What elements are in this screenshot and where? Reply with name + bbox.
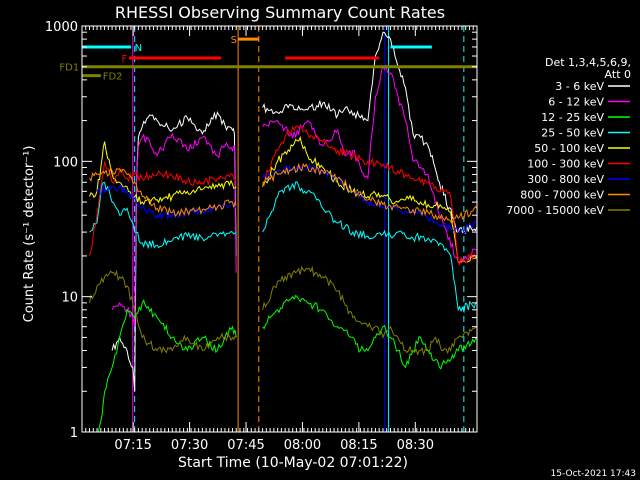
- plot-frame: [81, 25, 478, 433]
- y-tick-label: 1: [70, 426, 78, 441]
- series-line-5-1: [262, 125, 477, 266]
- series-line-8-1: [262, 265, 477, 357]
- legend-entry-label: 12 - 25 keV: [541, 111, 604, 124]
- legend-entry-label: 800 - 7000 keV: [520, 189, 604, 202]
- legend-header-0: Det 1,3,4,5,6,9,: [545, 56, 631, 69]
- state-bar-label-2: S: [231, 35, 237, 46]
- legend: Det 1,3,4,5,6,9,Att 03 - 6 keV 6 - 12 keV…: [506, 56, 631, 217]
- series-line-4-1: [262, 135, 477, 263]
- state-bar-label-4: FD2: [103, 72, 123, 83]
- legend-entry-label: 300 - 800 keV: [527, 173, 604, 186]
- series-line-7-1: [262, 162, 477, 226]
- series-line-7-0: [89, 165, 237, 217]
- x-tick-label: 07:15: [114, 438, 151, 453]
- legend-entry-label: 25 - 50 keV: [541, 127, 604, 140]
- legend-entry-label: 100 - 300 keV: [527, 158, 604, 171]
- series-line-6-1: [262, 163, 477, 234]
- legend-header-1: Att 0: [605, 68, 631, 81]
- series-line-2-0: [96, 299, 237, 432]
- x-tick-label: 07:30: [171, 438, 208, 453]
- series-line-2-1: [262, 294, 477, 370]
- plot-area: NF S FD1 FD2: [59, 25, 478, 433]
- legend-entry-label: 3 - 6 keV: [555, 80, 604, 93]
- x-tick-label: 07:45: [227, 438, 264, 453]
- legend-entry-label: 7000 - 15000 keV: [506, 204, 604, 217]
- x-tick-label: 08:30: [397, 438, 434, 453]
- series-line-5-0: [89, 161, 237, 257]
- series-line-3-0: [89, 181, 237, 250]
- plot-inner: [89, 26, 477, 432]
- y-tick-label: 100: [53, 155, 78, 170]
- y-axis: 1 10 100 1000: [45, 20, 477, 441]
- series-line-3-1: [262, 181, 477, 314]
- series-line-6-0: [96, 184, 237, 221]
- footer-timestamp: 15-Oct-2021 17:43: [551, 469, 636, 479]
- state-bar-label-1: F: [122, 54, 128, 65]
- series-line-4-0: [89, 141, 237, 206]
- series-line-8-0: [89, 269, 237, 354]
- x-tick-label: 08:15: [340, 438, 377, 453]
- legend-entry-label: 6 - 12 keV: [548, 96, 604, 109]
- chart-title: RHESSI Observing Summary Count Rates: [115, 3, 445, 22]
- y-tick-label: 10: [61, 291, 78, 306]
- state-bar-label-0: N: [135, 43, 142, 54]
- series-line-0-1: [262, 31, 477, 235]
- legend-entry-label: 50 - 100 keV: [534, 142, 604, 155]
- y-tick-label: 1000: [45, 20, 78, 35]
- x-tick-label: 08:00: [284, 438, 321, 453]
- state-bar-label-3: FD1: [59, 63, 79, 74]
- x-axis-label: Start Time (10-May-02 07:01:22): [178, 455, 408, 471]
- y-axis-label: Count Rate (s⁻¹ detector⁻¹): [22, 146, 37, 323]
- x-axis: 07:15 07:30 07:45 08:00 08:15 08:30: [81, 26, 478, 453]
- series-line-0-0: [111, 111, 237, 392]
- series-line-1-0: [111, 132, 237, 327]
- series-line-1-1: [262, 64, 477, 264]
